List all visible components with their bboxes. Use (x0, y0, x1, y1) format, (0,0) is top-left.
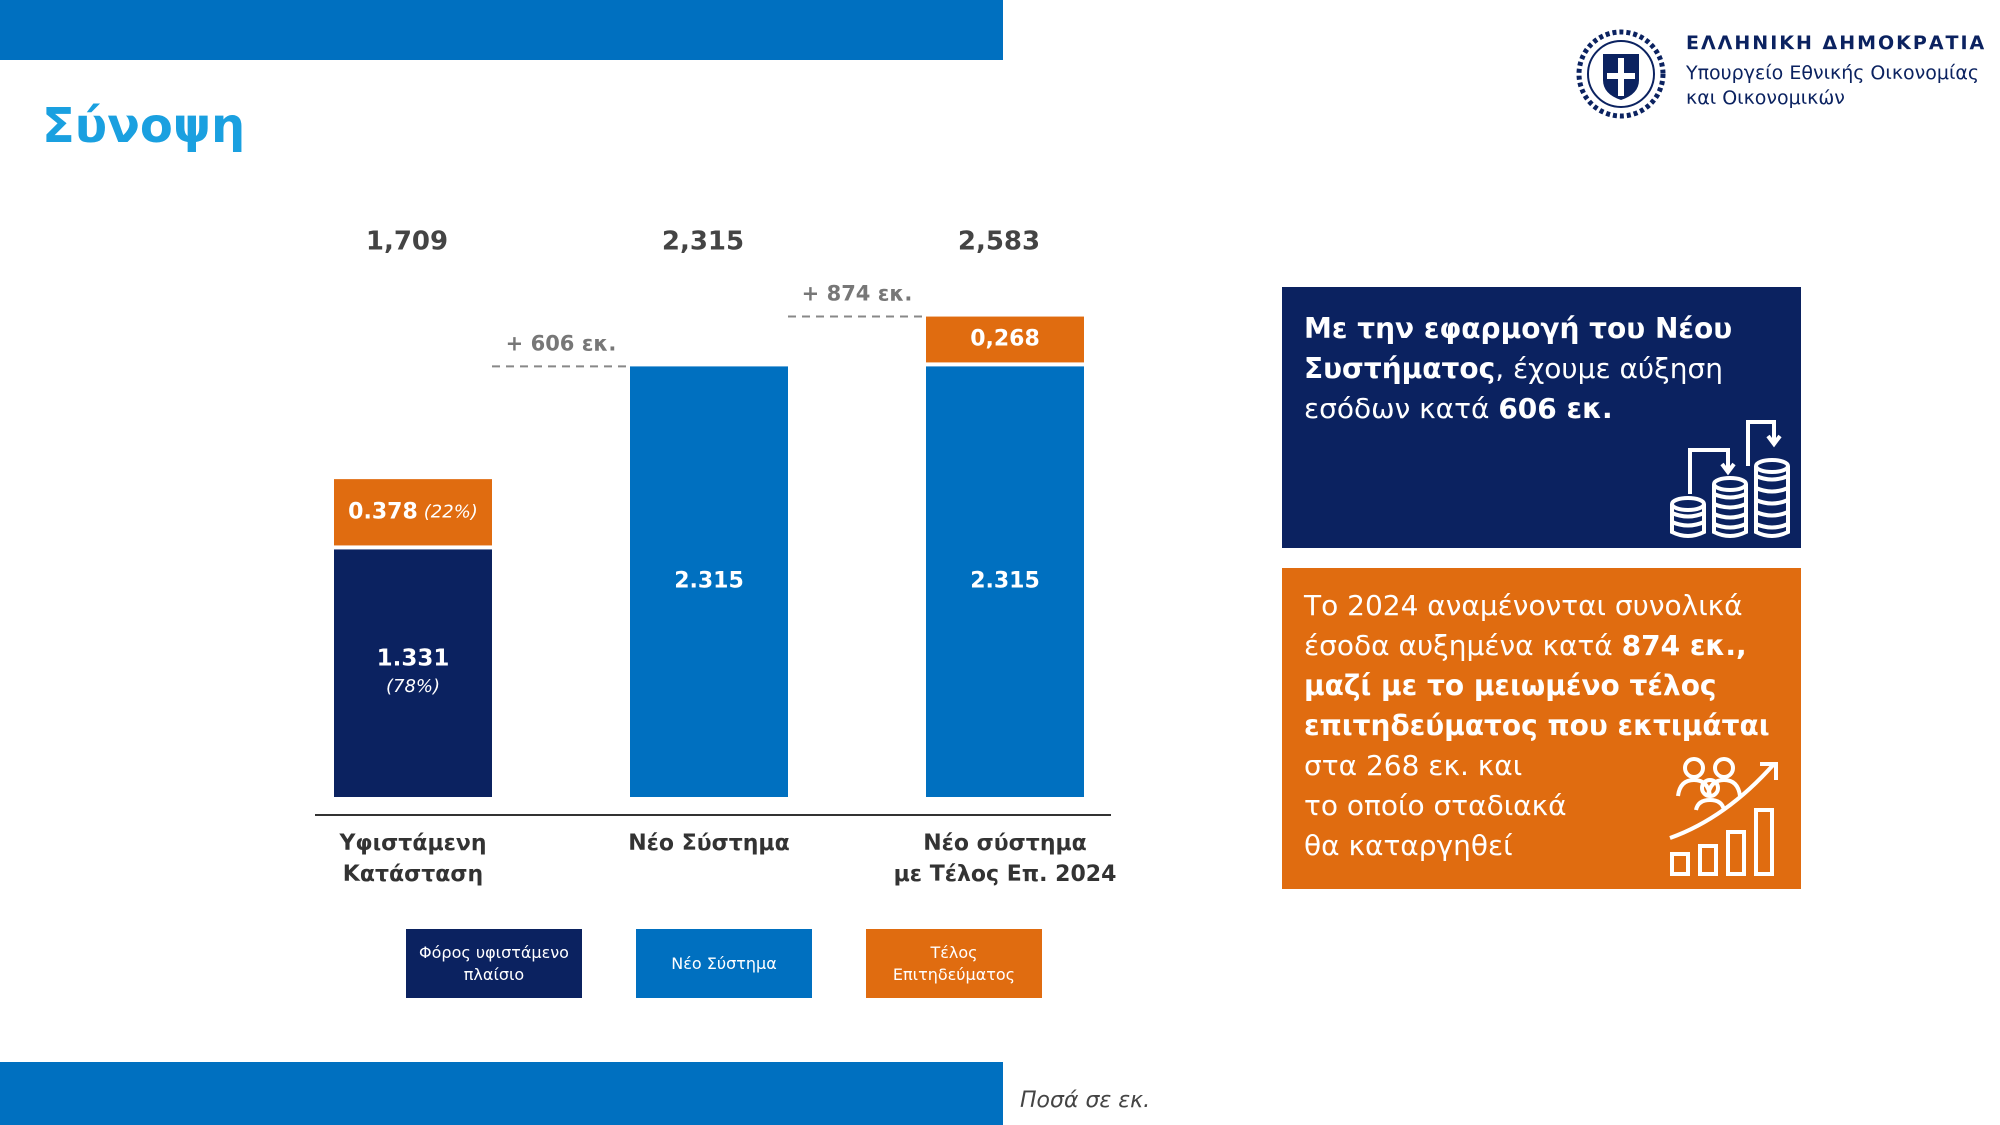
info-box: Το 2024 αναμένονται συνολικά έσοδα αυξημέ… (1282, 568, 1801, 889)
text-line: μαζί με το μειωμένο τέλος (1304, 666, 1779, 706)
text-line: στα 268 εκ. και (1304, 746, 1779, 786)
x-tick-label: Νέο Σύστημα (559, 828, 859, 859)
text-line: Το 2024 αναμένονται συνολικά (1304, 586, 1779, 626)
legend-item: Νέο Σύστημα (636, 929, 812, 998)
text-line: εσόδων κατά 606 εκ. (1304, 389, 1779, 429)
annotation: + 606 εκ. (506, 331, 617, 355)
x-tick-label-line: Νέο Σύστημα (628, 831, 790, 856)
value-label: 0.378 (348, 499, 418, 524)
legend-label: Φόρος υφιστάμενο πλαίσιο (419, 942, 569, 984)
bar-segment (926, 316, 1084, 363)
text-run: Συστήματος (1304, 352, 1496, 385)
coins-icon (1670, 420, 1790, 538)
text-run: Με την εφαρμογή του Νέου (1304, 312, 1733, 345)
text-run: μαζί με το μειωμένο τέλος (1304, 669, 1717, 702)
value-label: 0.378 (22%) (348, 499, 478, 524)
top-band (0, 0, 1003, 60)
text-run: , έχουμε αύξηση (1495, 352, 1723, 385)
bar-segment (926, 366, 1084, 797)
text-line: έσοδα αυξημένα κατά 874 εκ., (1304, 626, 1779, 666)
x-tick-label: Υφιστάμενη Κατάσταση (263, 828, 563, 890)
value-label: 2.315 (970, 569, 1040, 594)
text-run: στα 268 εκ. και (1304, 749, 1523, 782)
value-label: 0,268 (970, 326, 1040, 351)
legend-item: Φόρος υφιστάμενο πλαίσιο (406, 929, 582, 998)
x-tick-label-line: με Τέλος Επ. 2024 (893, 862, 1117, 887)
value-label: 2.315 (674, 569, 744, 594)
share-label: (78%) (386, 676, 440, 697)
value-label: 2.315 (970, 569, 1040, 594)
legend-item: Τέλος Επιτηδεύματος (866, 929, 1042, 998)
emblem-line: Υπουργείο Εθνικής Οικονομίας (1686, 62, 1980, 84)
text-run: έσοδα αυξημένα κατά (1304, 629, 1622, 662)
text-run: εσόδων κατά (1304, 392, 1499, 425)
text-line: Με την εφαρμογή του Νέου (1304, 309, 1779, 349)
text-run: επιτηδεύματος που εκτιμάται (1304, 709, 1770, 742)
text-run: Το 2024 αναμένονται συνολικά (1304, 589, 1743, 622)
annotation: + 874 εκ. (802, 282, 913, 306)
text-line: το οποίο σταδιακά (1304, 786, 1779, 826)
emblem (1576, 29, 1666, 119)
emblem-line: και Οικονομικών (1686, 87, 1845, 109)
text-line: θα καταργηθεί (1304, 826, 1779, 866)
bar-segment (630, 366, 788, 797)
value-label: 2.315 (674, 569, 744, 594)
x-tick-label-line: Υφιστάμενη (339, 831, 487, 856)
total-label: 1,709 (366, 227, 448, 257)
value-label: 0,268 (970, 326, 1040, 351)
bar-segment (334, 549, 492, 797)
slide-title: Σύνοψη (42, 98, 246, 154)
text-run: 874 εκ., (1621, 629, 1747, 662)
text-run: το οποίο σταδιακά (1304, 789, 1567, 822)
text-run: 606 εκ. (1498, 392, 1613, 425)
legend-label: Νέο Σύστημα (671, 953, 777, 973)
value-label: 1.331 (377, 646, 450, 672)
text-line: Συστήματος, έχουμε αύξηση (1304, 349, 1779, 389)
chart: 1.331 (78%) 0.378 (22%) 1,709 2.315 2,315 2.315… (315, 227, 1111, 816)
total-label: 2,583 (958, 227, 1040, 257)
bottom-band (0, 1062, 1003, 1125)
text-line: επιτηδεύματος που εκτιμάται (1304, 706, 1779, 746)
x-tick-label-line: Κατάσταση (342, 862, 484, 887)
footnote: Ποσά σε εκ. (1020, 1088, 1151, 1113)
legend-label: Τέλος Επιτηδεύματος (892, 942, 1016, 984)
text-run: θα καταργηθεί (1304, 829, 1513, 862)
total-label: 2,315 (662, 227, 744, 257)
x-tick-label-line: Νέο σύστημα (923, 831, 1087, 856)
bar-segment (334, 479, 492, 546)
emblem-line: ΕΛΛΗΝΙΚΗ ΔΗΜΟΚΡΑΤΙΑ (1686, 32, 1987, 54)
growth-icon (1669, 757, 1778, 876)
share-label: (22%) (424, 501, 478, 522)
x-tick-label: Νέο σύστημα με Τέλος Επ. 2024 (855, 828, 1155, 890)
